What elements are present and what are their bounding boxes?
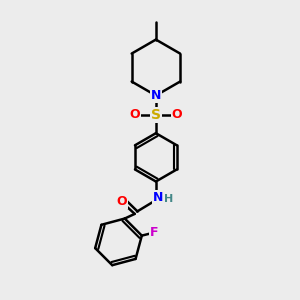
Text: O: O xyxy=(129,108,140,121)
Text: O: O xyxy=(172,108,182,121)
Text: N: N xyxy=(153,191,164,204)
Text: F: F xyxy=(149,226,158,239)
Text: N: N xyxy=(151,89,161,102)
Text: H: H xyxy=(164,194,173,204)
Text: S: S xyxy=(151,108,161,122)
Text: O: O xyxy=(116,195,127,208)
